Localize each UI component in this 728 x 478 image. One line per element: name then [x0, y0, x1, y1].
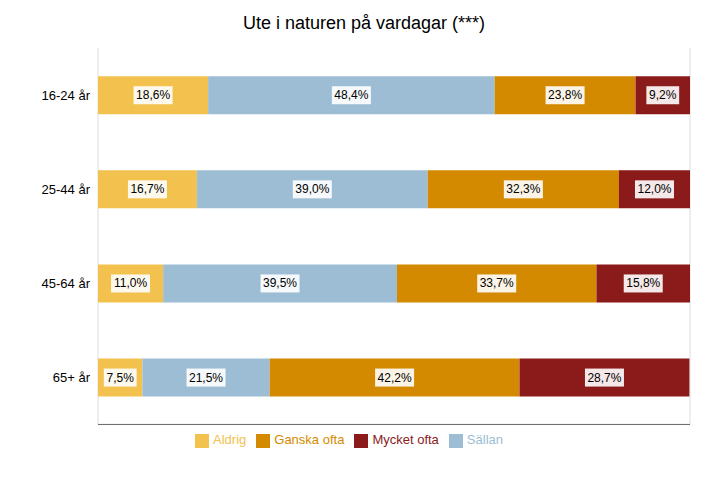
svg-text:25-44 år: 25-44 år — [42, 182, 91, 197]
svg-text:28,7%: 28,7% — [587, 371, 621, 385]
svg-text:11,0%: 11,0% — [114, 276, 147, 290]
svg-text:39,5%: 39,5% — [263, 276, 297, 290]
svg-text:7,5%: 7,5% — [107, 371, 135, 385]
svg-text:9,2%: 9,2% — [649, 88, 677, 102]
svg-text:23,8%: 23,8% — [548, 88, 582, 102]
svg-text:33,7%: 33,7% — [480, 276, 514, 290]
svg-text:16,7%: 16,7% — [130, 182, 164, 196]
svg-text:18,6%: 18,6% — [136, 88, 170, 102]
svg-text:21,5%: 21,5% — [189, 371, 223, 385]
html-text:Ganska ofta: Ganska ofta — [274, 432, 345, 448]
html-text:Ute i naturen på vardagar (***: Ute i naturen på vardagar (***) — [242, 13, 486, 33]
svg-text:39,0%: 39,0% — [295, 182, 329, 196]
svg-text:65+ år: 65+ år — [53, 370, 91, 385]
svg-text:12,0%: 12,0% — [637, 182, 671, 196]
html-text:Mycket ofta: Mycket ofta — [372, 432, 439, 448]
html-text:Aldrig: Aldrig — [213, 432, 247, 448]
svg-text:16-24 år: 16-24 år — [42, 88, 91, 103]
svg-text:15,8%: 15,8% — [626, 276, 660, 290]
html-text:Sällan: Sällan — [466, 432, 503, 448]
svg-text:48,4%: 48,4% — [334, 88, 368, 102]
svg-text:45-64 år: 45-64 år — [42, 276, 91, 291]
svg-text:42,2%: 42,2% — [378, 371, 412, 385]
svg-text:32,3%: 32,3% — [506, 182, 540, 196]
